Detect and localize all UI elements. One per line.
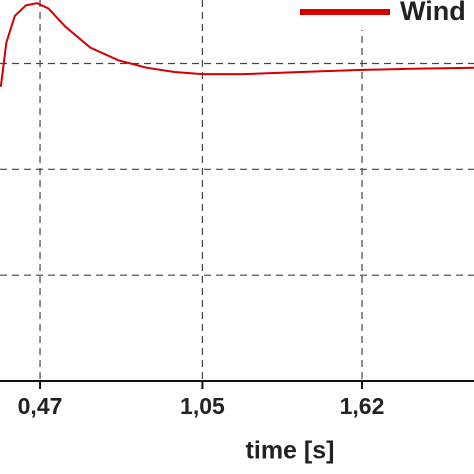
x-axis-label: time [s] — [246, 437, 335, 465]
line — [0, 2, 474, 87]
x-tick-label: 1,05 — [180, 393, 225, 419]
x-tick-label: 0,47 — [18, 393, 63, 419]
x-tick-label: 1,62 — [340, 393, 385, 419]
legend-label: Wind — [400, 0, 466, 26]
